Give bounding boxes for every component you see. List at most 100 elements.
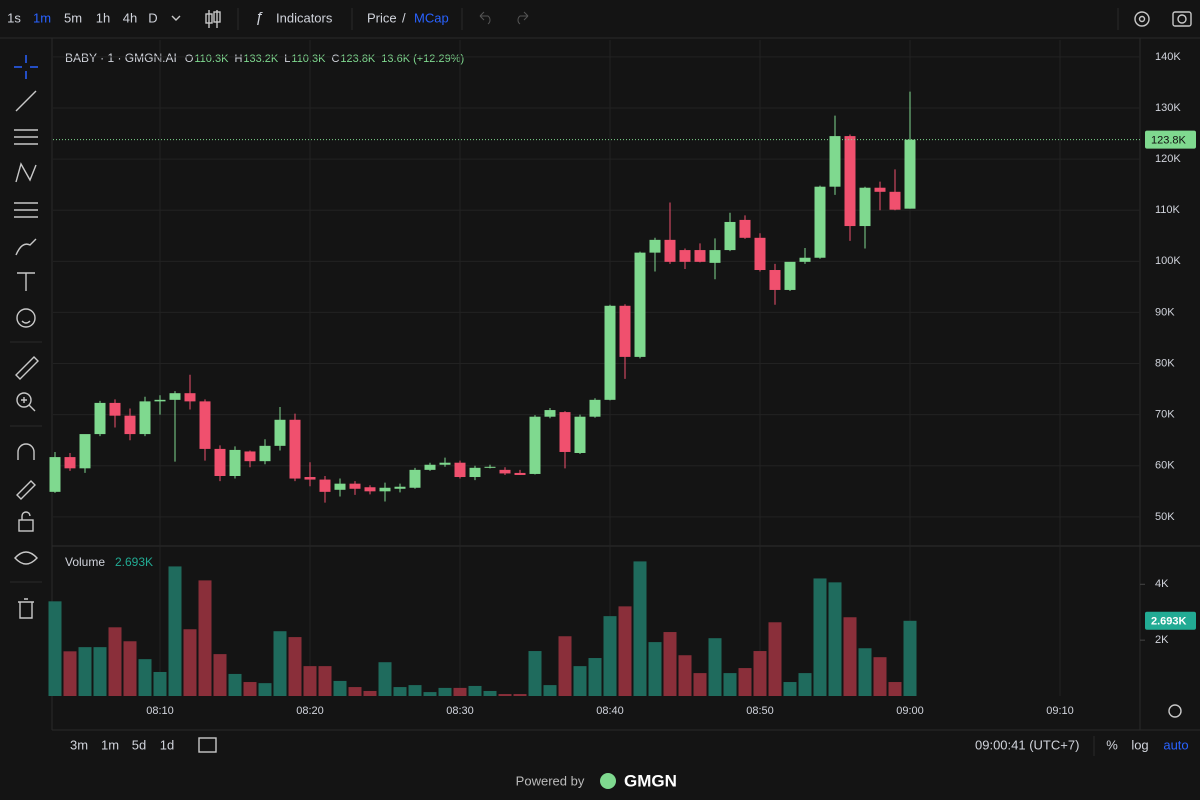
range-button[interactable]: 5d (132, 737, 146, 752)
zoom-tool[interactable] (16, 392, 36, 412)
indicators-button[interactable]: Indicators (276, 10, 333, 25)
redo-button[interactable] (517, 11, 529, 25)
candle-body (799, 257, 811, 262)
crosshair-tool[interactable] (14, 55, 38, 79)
x-tick-label: 08:20 (296, 705, 324, 717)
zoom-icon-handle (21, 397, 36, 412)
volume-bar (573, 666, 587, 696)
settings-button[interactable] (1134, 11, 1150, 27)
last-price-label: 123.8K (1151, 135, 1187, 147)
mcap-toggle[interactable]: MCap (414, 10, 449, 25)
x-tick-label: 08:30 (446, 705, 474, 717)
candle-body (679, 250, 691, 262)
volume-bar (873, 657, 887, 696)
magnet-tool[interactable] (17, 443, 35, 460)
trendline-tool[interactable] (15, 90, 37, 112)
interval-button[interactable]: 1m (33, 10, 51, 25)
range-button[interactable]: 1m (101, 737, 119, 752)
candle-body (604, 305, 616, 400)
candle-body (634, 252, 646, 357)
volume-bar (768, 622, 782, 696)
ruler-tool[interactable] (15, 356, 39, 380)
interval-menu[interactable] (171, 15, 181, 21)
interval-button[interactable]: 5m (64, 10, 82, 25)
interval-button[interactable]: 1s (7, 10, 21, 25)
scale-option[interactable]: % (1106, 737, 1118, 752)
candle-body (349, 483, 361, 489)
candle-body (514, 472, 526, 475)
clock: 09:00:41 (UTC+7) (975, 737, 1079, 752)
interval-button[interactable]: 4h (123, 10, 137, 25)
candle-body (289, 419, 301, 479)
volume-label: Volume (65, 555, 105, 569)
y-tick-label: 120K (1155, 153, 1181, 165)
volume-bar (258, 683, 272, 696)
volume-bar (273, 631, 287, 696)
last-volume-label: 2.693K (1151, 616, 1187, 628)
price-toggle[interactable]: Price (367, 10, 397, 25)
change-value: 13.6K (+12.29%) (381, 53, 464, 65)
hide-tool[interactable] (14, 551, 38, 565)
ohlc-value: 110.3K (194, 53, 229, 65)
volume-bar (183, 629, 197, 696)
screenshot-button[interactable] (1172, 11, 1192, 27)
volume-bar (318, 666, 332, 696)
toggle-separator: / (402, 10, 406, 25)
candle-body (454, 462, 466, 478)
symbol-label: BABY · 1 · GMGN.AI (65, 51, 177, 65)
candle-body (709, 250, 721, 263)
ohlc-key: H (234, 53, 242, 65)
candle-body (529, 416, 541, 474)
text-tool[interactable] (17, 272, 35, 291)
powered-by: Powered by (516, 773, 585, 788)
scale-option[interactable]: log (1131, 737, 1148, 752)
brand-logo (600, 773, 616, 789)
volume-bar (588, 658, 602, 696)
pattern-tool[interactable] (15, 162, 37, 183)
axis-settings[interactable] (1168, 704, 1182, 718)
candle-body (469, 467, 481, 478)
range-button[interactable]: 1d (160, 737, 174, 752)
gear-icon-center (1138, 15, 1146, 23)
fx-icon: ƒ (255, 9, 263, 26)
delete-tool[interactable] (18, 598, 34, 619)
date-range-button[interactable] (198, 737, 217, 753)
candle-body (244, 451, 256, 462)
volume-bar (843, 617, 857, 696)
x-tick-label: 09:10 (1046, 705, 1074, 717)
interval-button[interactable]: 1h (96, 10, 110, 25)
volume-bar (888, 682, 902, 696)
interval-button[interactable]: D (148, 10, 157, 25)
candle-icon (208, 10, 218, 28)
volume-bar (93, 647, 107, 696)
y-tick-label: 60K (1155, 460, 1175, 472)
projection-tool[interactable] (14, 202, 38, 218)
volume-bar (783, 682, 797, 696)
chart-type-button[interactable] (205, 10, 221, 28)
volume-bar (63, 651, 77, 696)
volume-bar (828, 582, 842, 696)
candle-body (79, 434, 91, 469)
volume-bar (483, 690, 497, 696)
lock-tool[interactable] (18, 511, 34, 532)
ohlc-value: 110.3K (291, 53, 326, 65)
volume-bar (648, 642, 662, 696)
emoji-tool[interactable] (16, 308, 36, 328)
undo-button[interactable] (479, 11, 491, 25)
fib-tool[interactable] (14, 129, 38, 145)
range-button[interactable]: 3m (70, 737, 88, 752)
brush-tool[interactable] (15, 238, 37, 256)
candle-body (904, 139, 916, 209)
y-tick-label: 80K (1155, 357, 1175, 369)
volume-bar (543, 685, 557, 696)
volume-bar (678, 655, 692, 696)
candle-body (544, 410, 556, 417)
scale-option[interactable]: auto (1163, 737, 1188, 752)
candle-body (754, 237, 766, 271)
lock-drawing-tool[interactable] (16, 480, 36, 500)
camera-icon (1172, 11, 1192, 27)
candle-body (379, 487, 391, 492)
volume-bar (153, 671, 167, 696)
volume-bar (558, 636, 572, 696)
